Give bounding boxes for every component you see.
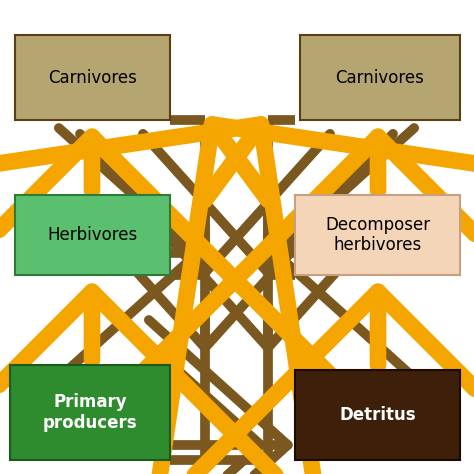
Text: Primary
producers: Primary producers (43, 393, 137, 432)
Text: Decomposer
herbivores: Decomposer herbivores (325, 216, 430, 255)
FancyBboxPatch shape (300, 35, 460, 120)
FancyBboxPatch shape (295, 370, 460, 460)
Text: Carnivores: Carnivores (336, 69, 424, 86)
FancyBboxPatch shape (15, 195, 170, 275)
FancyBboxPatch shape (295, 195, 460, 275)
FancyBboxPatch shape (10, 365, 170, 460)
Text: Herbivores: Herbivores (47, 226, 137, 244)
Text: Detritus: Detritus (339, 406, 416, 424)
FancyBboxPatch shape (15, 35, 170, 120)
Text: Carnivores: Carnivores (48, 69, 137, 86)
